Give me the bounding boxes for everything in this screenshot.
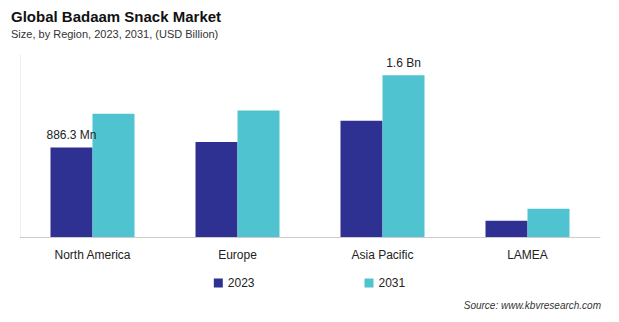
- svg-text:LAMEA: LAMEA: [507, 248, 548, 262]
- svg-text:Global Badaam Snack Market: Global Badaam Snack Market: [11, 8, 221, 25]
- svg-text:North America: North America: [54, 248, 130, 262]
- svg-text:2031: 2031: [379, 276, 406, 290]
- svg-text:Europe: Europe: [218, 248, 257, 262]
- svg-text:Size, by Region, 2023, 2031, (: Size, by Region, 2023, 2031, (USD Billio…: [11, 28, 218, 40]
- svg-text:Asia Pacific: Asia Pacific: [351, 248, 413, 262]
- svg-text:886.3 Mn: 886.3 Mn: [46, 128, 96, 142]
- svg-text:Source: www.kbvresearch.com: Source: www.kbvresearch.com: [464, 300, 601, 311]
- svg-text:1.6 Bn: 1.6 Bn: [386, 56, 421, 70]
- svg-text:2023: 2023: [228, 276, 255, 290]
